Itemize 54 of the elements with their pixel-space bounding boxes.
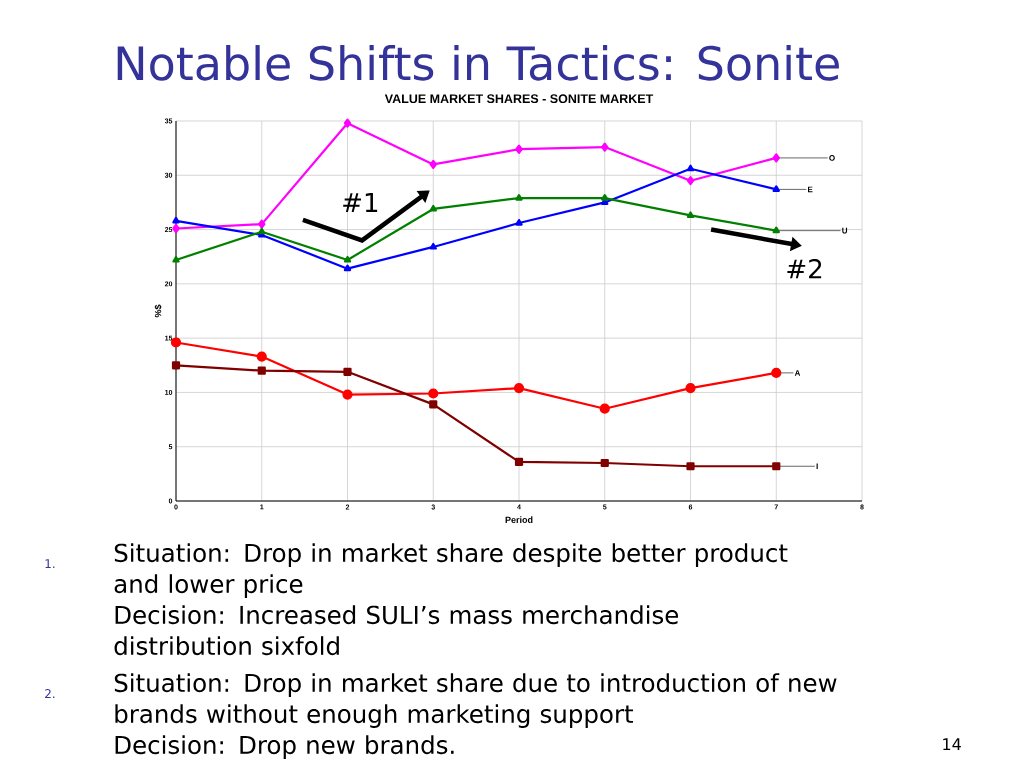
point	[429, 204, 437, 212]
annotation: #1	[343, 192, 378, 212]
point	[515, 193, 523, 201]
point	[428, 388, 439, 399]
point	[515, 144, 523, 154]
point	[429, 400, 438, 409]
point	[772, 185, 780, 192]
point	[257, 366, 266, 375]
point	[601, 193, 609, 201]
point	[429, 242, 437, 250]
point	[343, 255, 352, 263]
point	[256, 351, 267, 362]
point	[772, 153, 780, 163]
y-axis-title: %$	[154, 304, 162, 318]
text: 14	[943, 738, 961, 750]
point	[772, 462, 781, 471]
point	[258, 219, 266, 229]
point	[429, 159, 437, 170]
point	[686, 176, 695, 186]
point	[686, 164, 695, 172]
point	[514, 457, 524, 467]
point	[343, 367, 352, 376]
point	[342, 389, 353, 400]
chart-title: Notable Shifts in Tactics: Sonite	[117, 45, 839, 81]
point	[343, 264, 352, 272]
series-label: A	[794, 370, 801, 376]
chart-subtitle: VALUE MARKET SHARES - SONITE MARKET	[384, 94, 654, 104]
text: Situation: Drop in market share due to introduction of new brands without enough marketing support	[114, 673, 837, 728]
text: U	[842, 227, 848, 234]
point	[515, 218, 523, 226]
point	[172, 223, 180, 234]
point	[172, 255, 180, 263]
point	[172, 216, 180, 224]
point	[686, 462, 695, 471]
text: 2.	[45, 689, 55, 698]
point	[599, 403, 610, 414]
text: Decision: Increased SULI’s mass merchandise distribution sixfold	[114, 605, 679, 656]
point	[601, 142, 609, 152]
text: E	[808, 186, 813, 193]
text: Decision: Drop new brands.	[115, 735, 454, 759]
point	[600, 458, 609, 468]
text: 1.	[45, 559, 55, 568]
text: O	[829, 155, 835, 161]
annotation: #2	[787, 258, 822, 279]
text: Situation: Drop in market share despite better product and lower price	[114, 543, 788, 598]
point	[171, 361, 181, 370]
point	[685, 382, 696, 394]
x-axis-title: Period	[505, 516, 533, 523]
point	[513, 382, 525, 394]
point	[771, 367, 782, 378]
point	[343, 118, 352, 128]
point	[772, 226, 780, 234]
text: I	[816, 463, 818, 469]
point	[686, 211, 695, 219]
